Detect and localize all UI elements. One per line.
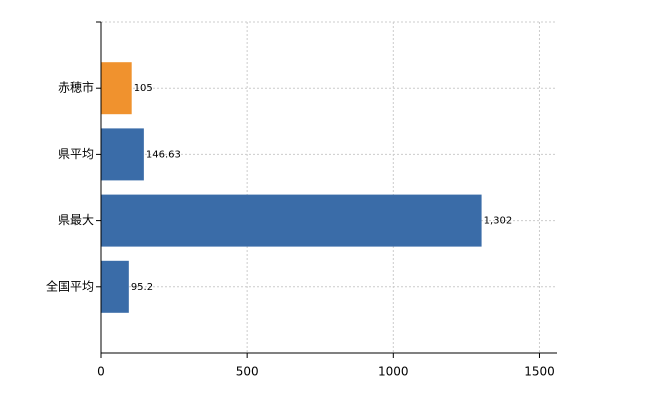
value-label: 1,302 xyxy=(484,216,513,227)
bar xyxy=(101,194,482,247)
bar xyxy=(101,62,132,115)
y-tick-label: 赤穂市 xyxy=(58,80,94,95)
y-tick-label: 県平均 xyxy=(58,147,94,161)
x-tick-label: 0 xyxy=(97,365,105,379)
bar xyxy=(101,128,144,181)
y-tick-label: 県最大 xyxy=(58,213,94,227)
x-tick-label: 500 xyxy=(236,365,259,379)
y-tick-label: 全国平均 xyxy=(46,278,94,293)
value-label: 146.63 xyxy=(146,149,181,160)
value-label: 105 xyxy=(134,83,153,94)
x-tick-label: 1000 xyxy=(378,365,409,379)
bar xyxy=(101,260,129,313)
value-label: 95.2 xyxy=(131,282,153,293)
x-tick-label: 1500 xyxy=(524,365,555,379)
